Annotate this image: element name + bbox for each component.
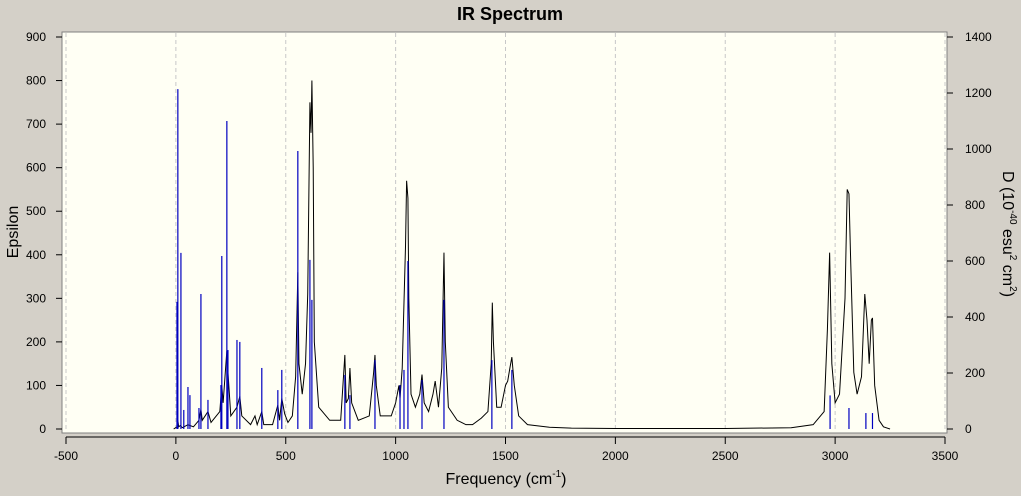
- x-tick-label: -500: [54, 449, 78, 463]
- y-tick-label: 300: [26, 291, 46, 305]
- chart-title: IR Spectrum: [457, 4, 563, 24]
- y2-label-part: cm: [999, 260, 1016, 286]
- y-tick-label: 500: [26, 204, 46, 218]
- x-tick-label: 3500: [932, 449, 959, 463]
- x-tick-label: 1000: [382, 449, 409, 463]
- y2-axis-label: D (10-40 esu2 cm2): [999, 171, 1018, 297]
- y-tick-label: 900: [26, 30, 46, 44]
- y2-tick-label: 0: [965, 422, 972, 436]
- y-tick-label: 400: [26, 248, 46, 262]
- y2-tick-label: 800: [965, 198, 985, 212]
- y-axis-label: Epsilon: [5, 206, 22, 258]
- y2-tick-label: 1200: [965, 86, 992, 100]
- y-tick-label: 200: [26, 335, 46, 349]
- y-tick-label: 800: [26, 74, 46, 88]
- y2-tick-label: 400: [965, 310, 985, 324]
- x-label-part: Frequency (cm: [446, 471, 553, 488]
- x-axis-label: Frequency (cm-1): [446, 469, 567, 488]
- y2-label-sup: 2: [1007, 255, 1018, 261]
- x-label-sup: -1: [552, 469, 561, 480]
- y-tick-label: 700: [26, 117, 46, 131]
- x-tick-label: 2000: [602, 449, 629, 463]
- x-tick-label: 0: [173, 449, 180, 463]
- y2-tick-label: 1400: [965, 30, 992, 44]
- x-tick-label: 1500: [492, 449, 519, 463]
- y2-tick-label: 200: [965, 366, 985, 380]
- x-tick-label: 3000: [822, 449, 849, 463]
- y2-tick-label: 600: [965, 254, 985, 268]
- y2-label-part: ): [999, 292, 1016, 297]
- x-tick-label: 500: [276, 449, 296, 463]
- y-tick-label: 0: [39, 422, 46, 436]
- plot-area: [61, 31, 948, 434]
- y-tick-label: 100: [26, 378, 46, 392]
- y-tick-label: 600: [26, 161, 46, 175]
- y2-label-sup: -40: [1007, 210, 1018, 225]
- y2-label-sup: 2: [1007, 286, 1018, 292]
- x-tick-label: 2500: [712, 449, 739, 463]
- y2-label-part: D (10: [999, 171, 1016, 210]
- y2-tick-label: 1000: [965, 142, 992, 156]
- y2-label-part: esu: [999, 225, 1016, 255]
- x-label-part: ): [561, 471, 566, 488]
